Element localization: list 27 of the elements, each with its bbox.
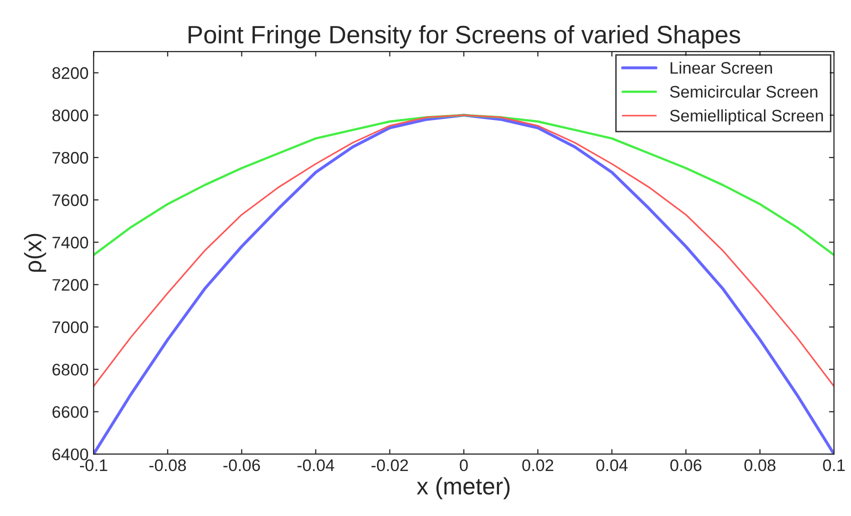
x-tick-label: 0.1 <box>823 459 845 472</box>
x-tick-label: -0.08 <box>149 459 186 472</box>
x-tick-label: -0.04 <box>297 459 334 472</box>
y-tick-label: 7800 <box>52 152 88 164</box>
y-tick-label: 8200 <box>52 67 88 79</box>
y-axis-title: ρ(x) <box>24 234 46 272</box>
x-tick-label: -0.06 <box>223 459 260 472</box>
y-tick-label: 7600 <box>52 194 88 206</box>
y-tick-label: 7200 <box>52 279 88 291</box>
x-tick-label: 0.04 <box>596 459 628 472</box>
x-tick-label: 0 <box>460 459 468 472</box>
y-tick-label: 6800 <box>52 364 88 376</box>
x-tick-label: 0.06 <box>670 459 702 472</box>
y-tick-label: 7400 <box>52 236 88 248</box>
y-tick-label: 6600 <box>52 406 88 418</box>
x-tick-label: 0.08 <box>744 459 776 472</box>
chart-title: Point Fringe Density for Screens of varied Shapes <box>188 25 740 48</box>
legend-label: Semielliptical Screen <box>670 109 823 125</box>
x-axis-title: x (meter) <box>416 477 510 500</box>
y-tick-label: 8000 <box>52 110 88 122</box>
legend-label: Semicircular Screen <box>670 85 818 98</box>
x-tick-label: -0.1 <box>80 459 108 472</box>
x-tick-label: 0.02 <box>522 459 554 472</box>
x-tick-label: -0.02 <box>372 459 408 472</box>
y-tick-label: 6400 <box>52 448 88 460</box>
legend-label: Linear Screen <box>670 62 772 74</box>
y-tick-label: 7000 <box>52 321 88 334</box>
